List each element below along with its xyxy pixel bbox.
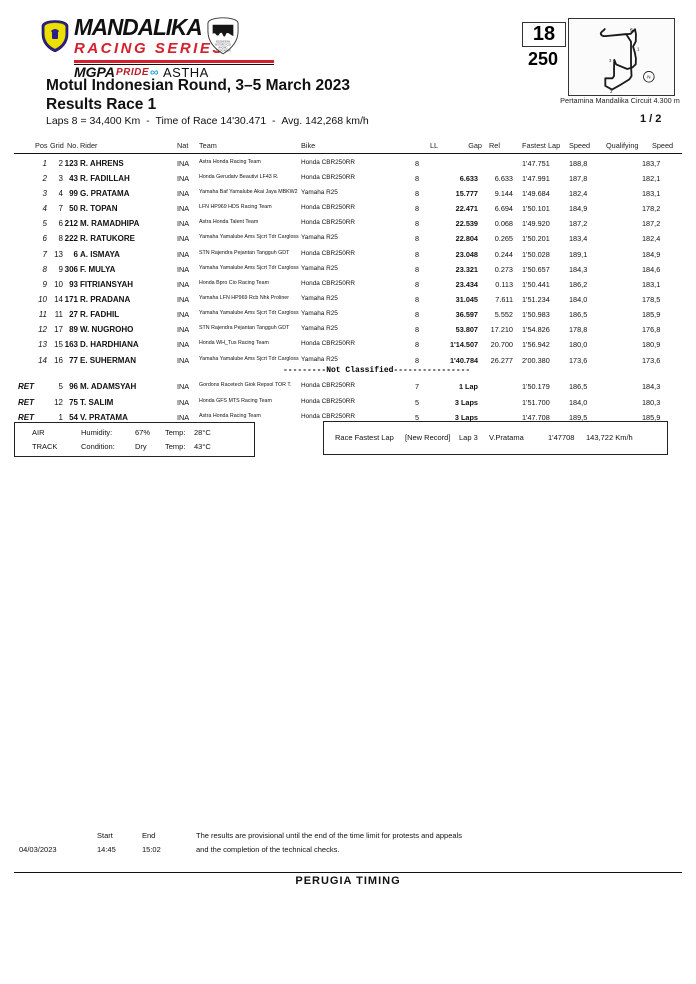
svg-text:ASSOCIATION: ASSOCIATION	[215, 50, 231, 53]
svg-text:MOTORCYCLE: MOTORCYCLE	[215, 45, 231, 47]
svg-text:3: 3	[609, 58, 612, 63]
svg-text:N: N	[647, 75, 650, 80]
svg-text:INDONESIAN: INDONESIAN	[216, 41, 230, 44]
svg-text:1: 1	[637, 47, 640, 52]
svg-text:S: S	[630, 28, 633, 33]
svg-text:RACING: RACING	[219, 47, 228, 50]
